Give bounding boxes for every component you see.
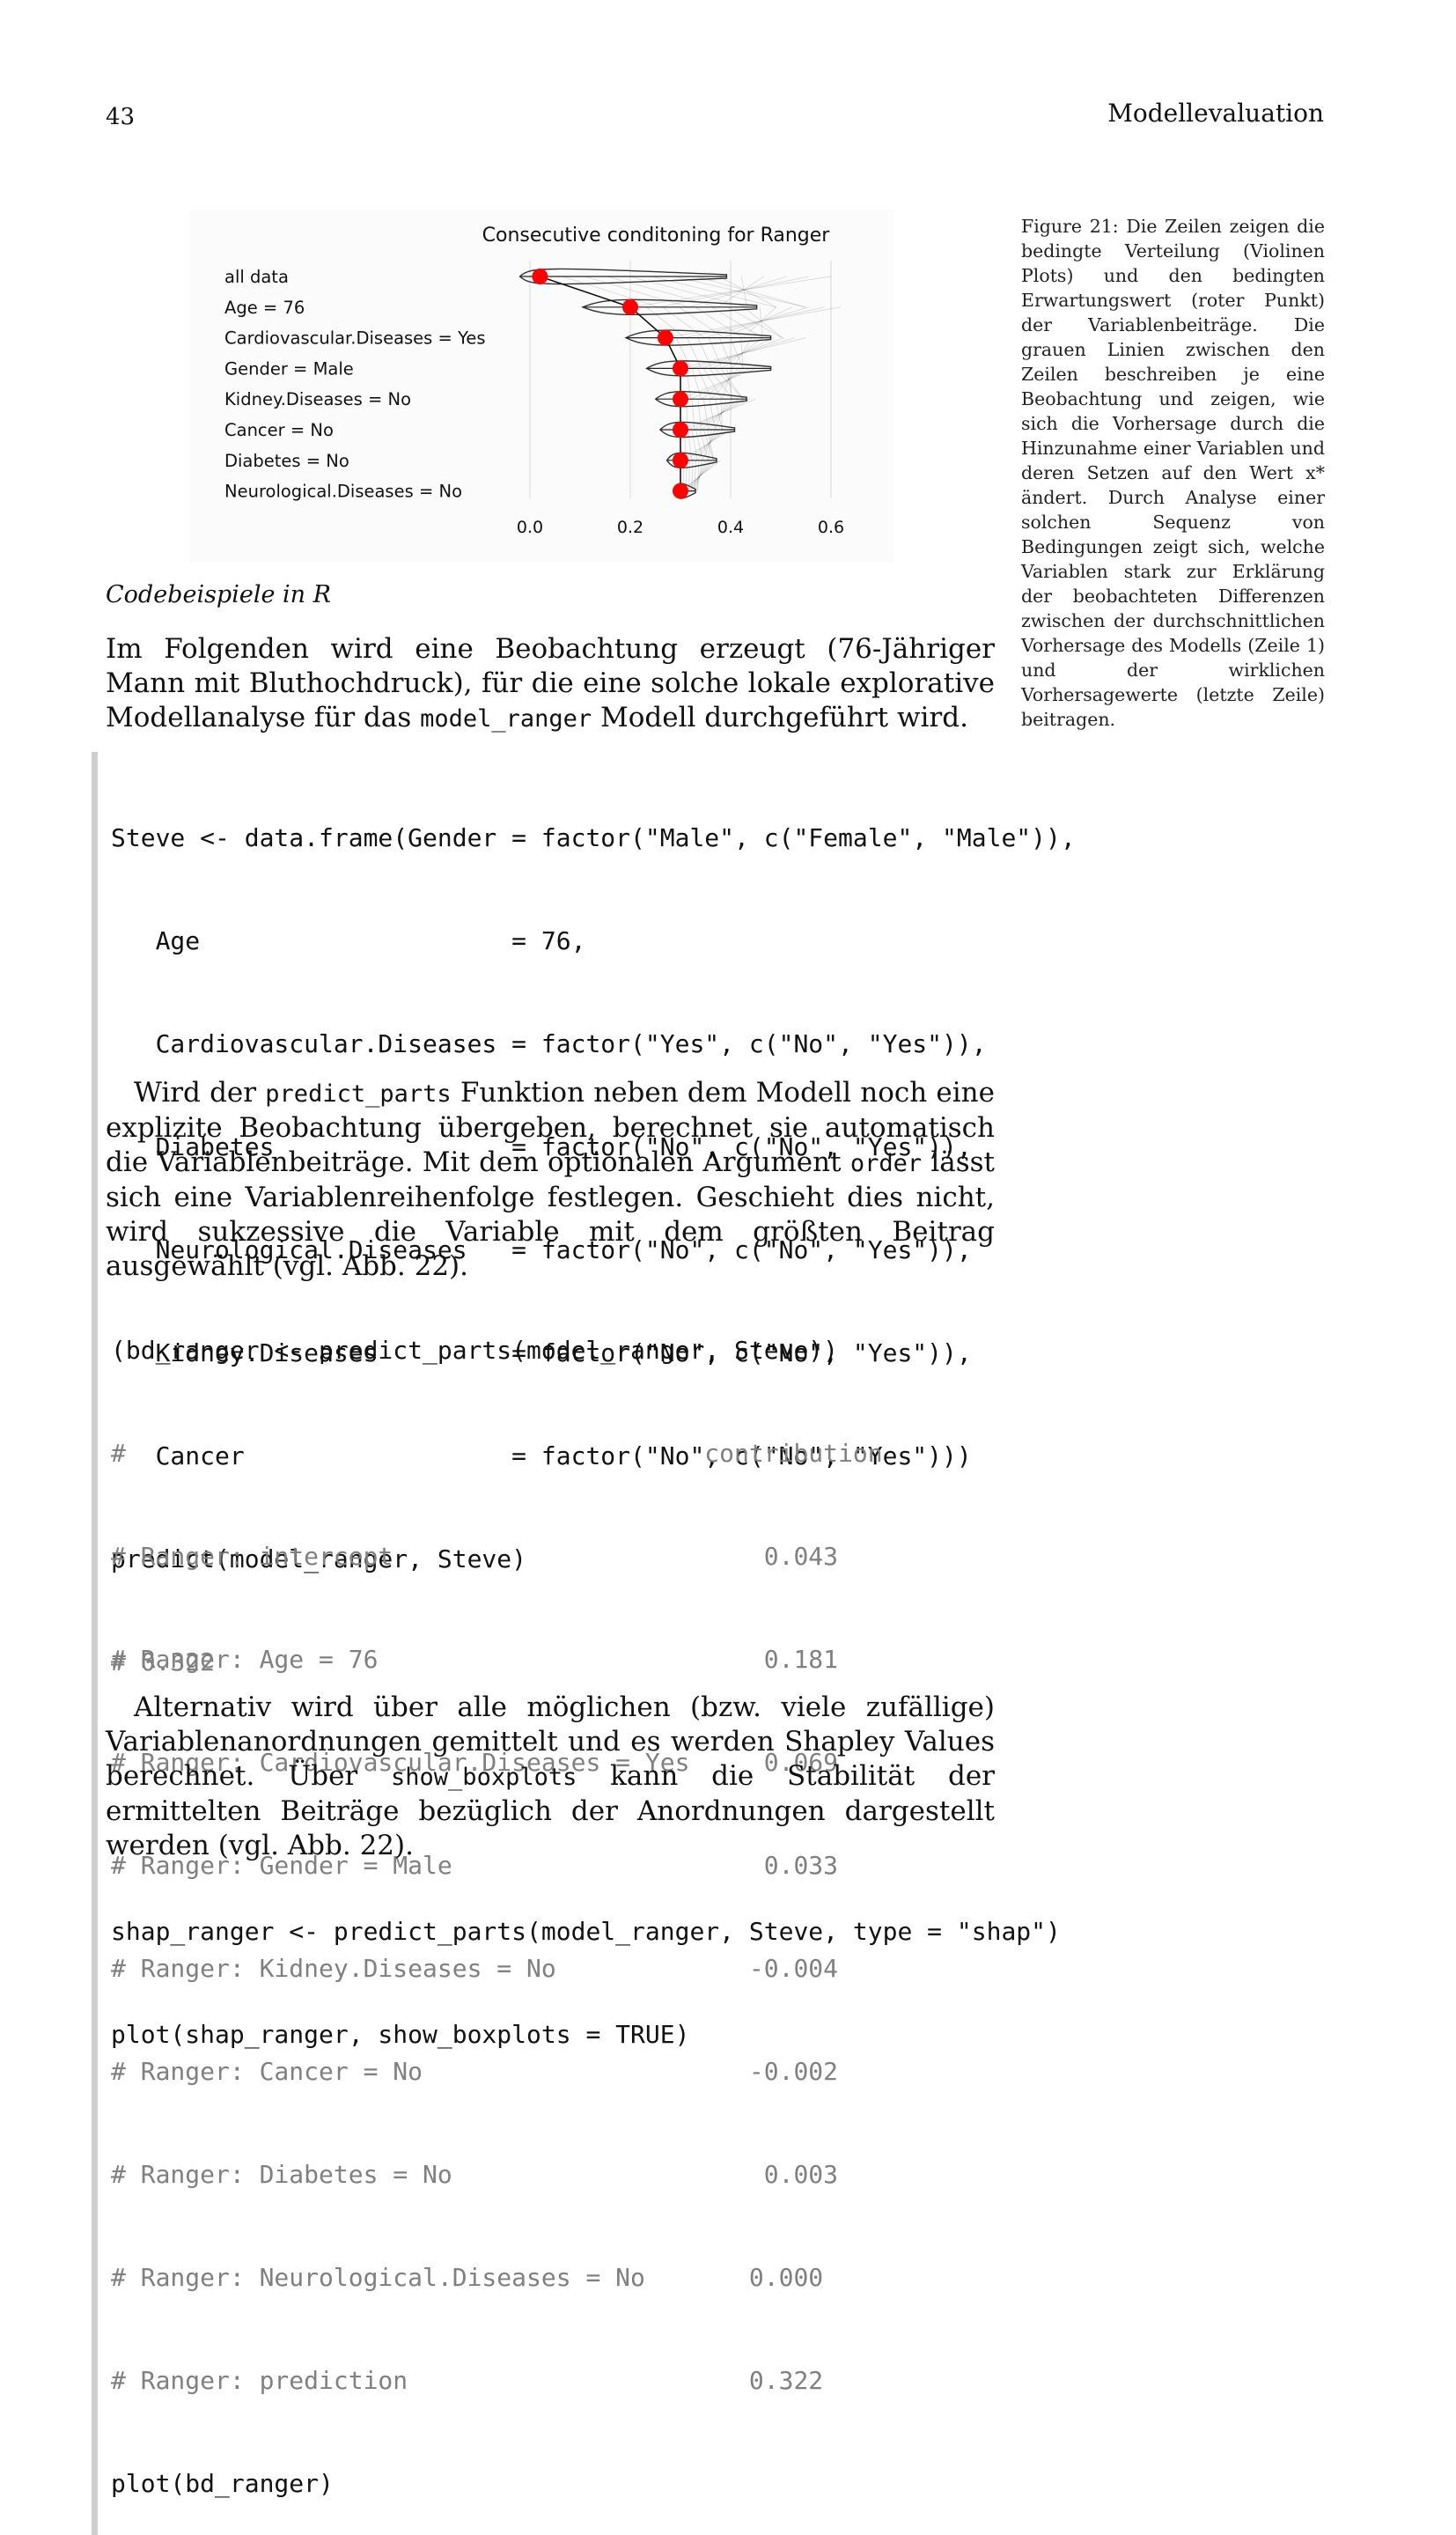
chart-title: Consecutive conditoning for Ranger (482, 225, 831, 247)
x-tick-label: 0.6 (818, 518, 844, 537)
mean-point (532, 269, 548, 284)
row-label: Age = 76 (224, 298, 305, 318)
row-label: Gender = Male (224, 358, 354, 379)
page-number: 43 (106, 104, 135, 130)
code-output-line: # Ranger: Age = 76 0.181 (111, 1642, 883, 1676)
mean-point (622, 299, 638, 315)
para3-code-1: show_boxplots (391, 1764, 577, 1791)
mean-point (658, 330, 673, 346)
para2-code-2: order (850, 1150, 922, 1177)
section-heading: Codebeispiele in R (106, 581, 331, 608)
mean-point (673, 422, 688, 438)
mean-connector (540, 276, 630, 307)
x-tick-label: 0.2 (617, 518, 643, 537)
row-label: Cardiovascular.Diseases = Yes (224, 328, 486, 349)
para1-text-after: Modell durchgeführt wird. (592, 702, 968, 733)
mean-point (673, 360, 688, 376)
mean-point (673, 483, 688, 499)
mean-point (673, 391, 688, 407)
code-line: shap_ranger <- predict_parts(model_range… (111, 1914, 1061, 1949)
code-output-line: # Ranger: Diabetes = No 0.003 (111, 2157, 883, 2192)
row-label: Cancer = No (224, 420, 334, 440)
row-label: Diabetes = No (224, 451, 349, 471)
code-output-line: # Ranger: Neurological.Diseases = No 0.0… (111, 2260, 883, 2295)
observation-path (686, 430, 726, 461)
row-label: Neurological.Diseases = No (224, 482, 462, 502)
observation-path (719, 276, 776, 307)
code-line: Age = 76, (111, 924, 1076, 958)
observation-path (743, 307, 776, 338)
para1-code: model_ranger (420, 705, 592, 733)
x-tick-label: 0.0 (517, 518, 543, 537)
para2-code-1: predict_parts (265, 1080, 451, 1108)
observation-path (741, 276, 746, 307)
code-line: Steve <- data.frame(Gender = factor("Mal… (111, 821, 1076, 855)
running-head: Modellevaluation (1107, 99, 1324, 128)
code-line: (bd_ranger <- predict_parts(model_ranger… (111, 1333, 883, 1367)
row-label: Kidney.Diseases = No (224, 389, 411, 409)
code-output-line: # contribution (111, 1436, 883, 1470)
figure-caption: Figure 21: Die Zeilen zeigen die bedingt… (1021, 214, 1325, 732)
observation-path (698, 399, 702, 430)
code-block-shap: shap_ranger <- predict_parts(model_range… (92, 1846, 1061, 2086)
code-line: plot(shap_ranger, show_boxplots = TRUE) (111, 2017, 1061, 2052)
paragraph-intro: Im Folgenden wird eine Beobachtung erzeu… (106, 632, 995, 736)
chart-svg: Consecutive conditoning for Ranger 0.0 0.2… (189, 210, 893, 562)
observation-path (687, 368, 691, 399)
paragraph-predict-parts: Wird der predict_parts Funktion neben de… (106, 1076, 995, 1284)
observation-path (665, 307, 842, 338)
paragraph-shapley: Alternativ wird über alle möglichen (bzw… (106, 1691, 995, 1863)
observation-path (703, 399, 708, 430)
code-output-line: # Ranger: prediction 0.322 (111, 2363, 883, 2398)
figure-consecutive-conditioning: Consecutive conditoning for Ranger 0.0 0.2… (189, 210, 893, 562)
observation-path (744, 307, 783, 338)
mean-point (673, 453, 688, 468)
row-label: all data (224, 267, 289, 287)
para2-text-1: Wird der (134, 1077, 265, 1109)
x-tick-label: 0.4 (717, 518, 744, 537)
code-line: plot(bd_ranger) (111, 2466, 883, 2501)
code-output-line: # Ranger: intercept 0.043 (111, 1539, 883, 1573)
code-line: Cardiovascular.Diseases = factor("Yes", … (111, 1027, 1076, 1061)
